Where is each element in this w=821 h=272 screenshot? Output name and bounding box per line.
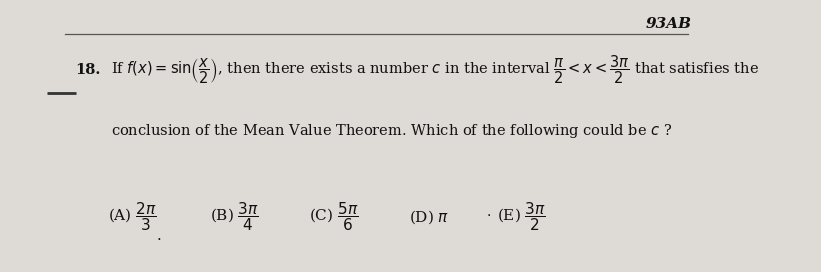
Text: 18.: 18. [76, 63, 101, 77]
Text: If $f(x)=\sin\!\left(\dfrac{x}{2}\right)$, then there exists a number $c$ in the: If $f(x)=\sin\!\left(\dfrac{x}{2}\right)… [111, 54, 759, 86]
Text: .: . [156, 228, 161, 243]
Text: 93AB: 93AB [645, 17, 691, 31]
Text: (B) $\dfrac{3\pi}{4}$: (B) $\dfrac{3\pi}{4}$ [210, 200, 259, 233]
Text: (E) $\dfrac{3\pi}{2}$: (E) $\dfrac{3\pi}{2}$ [498, 200, 546, 233]
Text: (D) $\pi$: (D) $\pi$ [410, 208, 450, 225]
Text: (A) $\dfrac{2\pi}{3}$: (A) $\dfrac{2\pi}{3}$ [108, 200, 157, 233]
Text: (C) $\dfrac{5\pi}{6}$: (C) $\dfrac{5\pi}{6}$ [310, 200, 359, 233]
Text: $\cdot$: $\cdot$ [486, 207, 491, 221]
Text: conclusion of the Mean Value Theorem. Which of the following could be $c$ ?: conclusion of the Mean Value Theorem. Wh… [111, 122, 672, 140]
